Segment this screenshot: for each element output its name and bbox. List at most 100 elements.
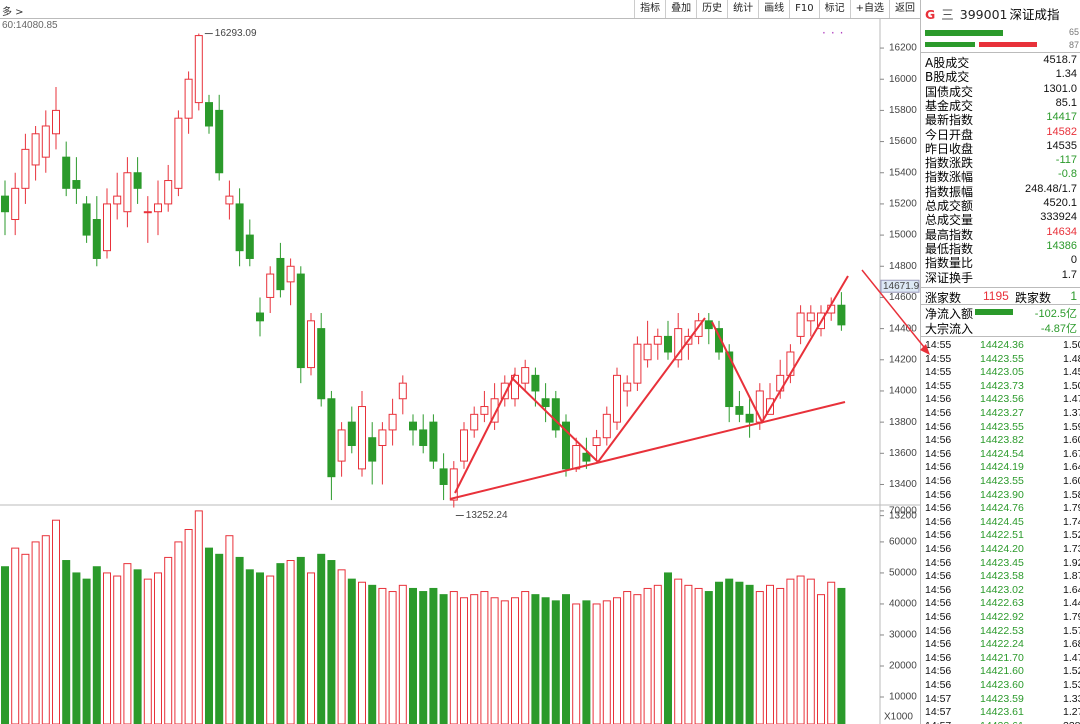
toolbar-button[interactable]: 画线 xyxy=(758,0,789,18)
ratio-bar xyxy=(979,42,1037,47)
stat-row: 指数振幅 248.48/1.7 xyxy=(925,183,1077,199)
trend-arrow xyxy=(454,373,516,494)
candle-body xyxy=(653,335,662,345)
candle-body xyxy=(154,203,162,213)
flow-value: -4.87亿 xyxy=(1040,323,1077,335)
trade-volume: 1.52 xyxy=(1063,529,1080,542)
toolbar-button[interactable]: 叠加 xyxy=(665,0,696,18)
volume-bar xyxy=(31,541,40,724)
trade-time: 14:56 xyxy=(925,651,952,664)
volume-bar xyxy=(480,591,489,724)
volume-bar xyxy=(735,581,744,724)
candle-body xyxy=(31,133,40,166)
stat-row: A股成交 4518.7 xyxy=(925,54,1077,70)
stat-label: 最新指数 xyxy=(925,113,974,128)
candle-body xyxy=(480,406,489,415)
trade-time: 14:56 xyxy=(925,420,952,433)
period-selector[interactable]: 多 > xyxy=(2,7,24,18)
stock-code: 399001 xyxy=(959,7,1008,22)
trend-arrow xyxy=(711,275,849,425)
stat-value: 14582 xyxy=(1046,125,1077,138)
trade-row: 14:56 14421.70 1.47 xyxy=(925,652,1080,665)
volume-bar xyxy=(82,578,91,724)
trade-price: 14422.53 xyxy=(980,624,1024,637)
volume-bar xyxy=(123,563,132,724)
stat-row: 指数涨幅 -0.8 xyxy=(925,168,1077,184)
stat-value: 14417 xyxy=(1046,111,1077,124)
toolbar-button[interactable]: 历史 xyxy=(696,0,727,18)
volume-bar xyxy=(439,594,448,724)
volume-bar xyxy=(62,560,71,724)
stat-label: 指数涨跌 xyxy=(925,156,974,171)
stat-row: 总成交额 4520.1 xyxy=(925,197,1077,213)
trade-volume: 1.47 xyxy=(1063,393,1080,406)
candle-body xyxy=(735,406,744,415)
separator xyxy=(921,336,1080,337)
candle-body xyxy=(551,398,560,431)
trade-row: 14:55 14423.55 1.48 xyxy=(925,353,1080,366)
trade-price: 14422.51 xyxy=(980,529,1024,542)
stat-label: 基金成交 xyxy=(925,98,974,113)
candle-body xyxy=(664,335,672,353)
trade-price: 14421.70 xyxy=(980,651,1024,664)
toolbar-button[interactable]: 返回 xyxy=(889,0,920,18)
stat-row: 昨日收盘 14535 xyxy=(925,140,1077,156)
trade-row: 14:55 14423.73 1.50 xyxy=(925,380,1080,393)
candle-body xyxy=(500,382,509,400)
trade-volume: 1.79 xyxy=(1063,502,1080,515)
toolbar-button[interactable]: 标记 xyxy=(818,0,850,18)
stat-label: 昨日收盘 xyxy=(925,141,974,156)
volume-bar xyxy=(1,566,9,724)
trade-volume: 1.74 xyxy=(1063,515,1080,528)
volume-bar xyxy=(572,603,581,724)
trade-volume: 2380 xyxy=(1063,720,1080,724)
candle-body xyxy=(572,445,581,470)
trade-volume: 1.92 xyxy=(1063,556,1080,569)
volume-bar xyxy=(409,587,417,724)
menu-icon[interactable]: 三 xyxy=(941,7,954,22)
candle-body xyxy=(1,195,9,213)
toolbar-button[interactable]: 指标 xyxy=(634,0,665,18)
volume-bar xyxy=(368,584,377,724)
volume-bar xyxy=(653,584,662,724)
trade-price: 14422.63 xyxy=(980,597,1024,610)
trade-price: 14424.36 xyxy=(980,339,1024,351)
volume-bar xyxy=(358,581,366,724)
down-count: 1 xyxy=(1070,289,1077,303)
trade-volume: 1.60 xyxy=(1063,475,1080,487)
volume-bar xyxy=(511,597,519,724)
y-tick-label: 14200 xyxy=(889,354,917,365)
support-line xyxy=(449,401,846,500)
volume-bar xyxy=(92,566,101,724)
toolbar-button[interactable]: 统计 xyxy=(727,0,758,18)
trade-time: 14:57 xyxy=(925,706,952,719)
candle-body xyxy=(21,148,30,189)
toolbar-button[interactable]: F10 xyxy=(789,0,818,18)
trade-price: 14423.82 xyxy=(980,434,1024,447)
stat-label: 指数量比 xyxy=(925,256,974,271)
candle-body xyxy=(307,320,315,369)
toolbar-button[interactable]: +自选 xyxy=(849,0,889,18)
volume-bar xyxy=(296,556,305,724)
trade-price: 14423.02 xyxy=(980,583,1024,596)
candle-body xyxy=(562,421,570,470)
volume-bar xyxy=(154,572,162,724)
y-tick-label: 15200 xyxy=(889,199,917,210)
volume-bar xyxy=(398,584,407,724)
trade-row: 14:57 14423.59 1.33 xyxy=(925,693,1080,706)
stat-label: 总成交量 xyxy=(925,213,974,228)
trade-price: 14423.55 xyxy=(980,352,1024,365)
y-tick-label: 13200 xyxy=(889,510,917,521)
volume-bar xyxy=(562,594,570,724)
trend-arrow xyxy=(511,317,706,464)
trade-row: 14:56 14423.45 1.92 xyxy=(925,557,1080,570)
y-tick-label: 13600 xyxy=(889,448,917,459)
candle-body xyxy=(327,398,336,478)
candle-body xyxy=(745,413,754,423)
y-tick-label: 16000 xyxy=(889,74,917,85)
breadth-row: 涨家数 1195 跌家数 1 xyxy=(925,289,1077,305)
trade-time: 14:56 xyxy=(925,543,952,555)
kline-chart: 13200 13400 13600 13800 14000 14200 14400 14600… xyxy=(0,18,920,724)
candle-body xyxy=(164,180,173,205)
volume-bar xyxy=(541,597,550,724)
